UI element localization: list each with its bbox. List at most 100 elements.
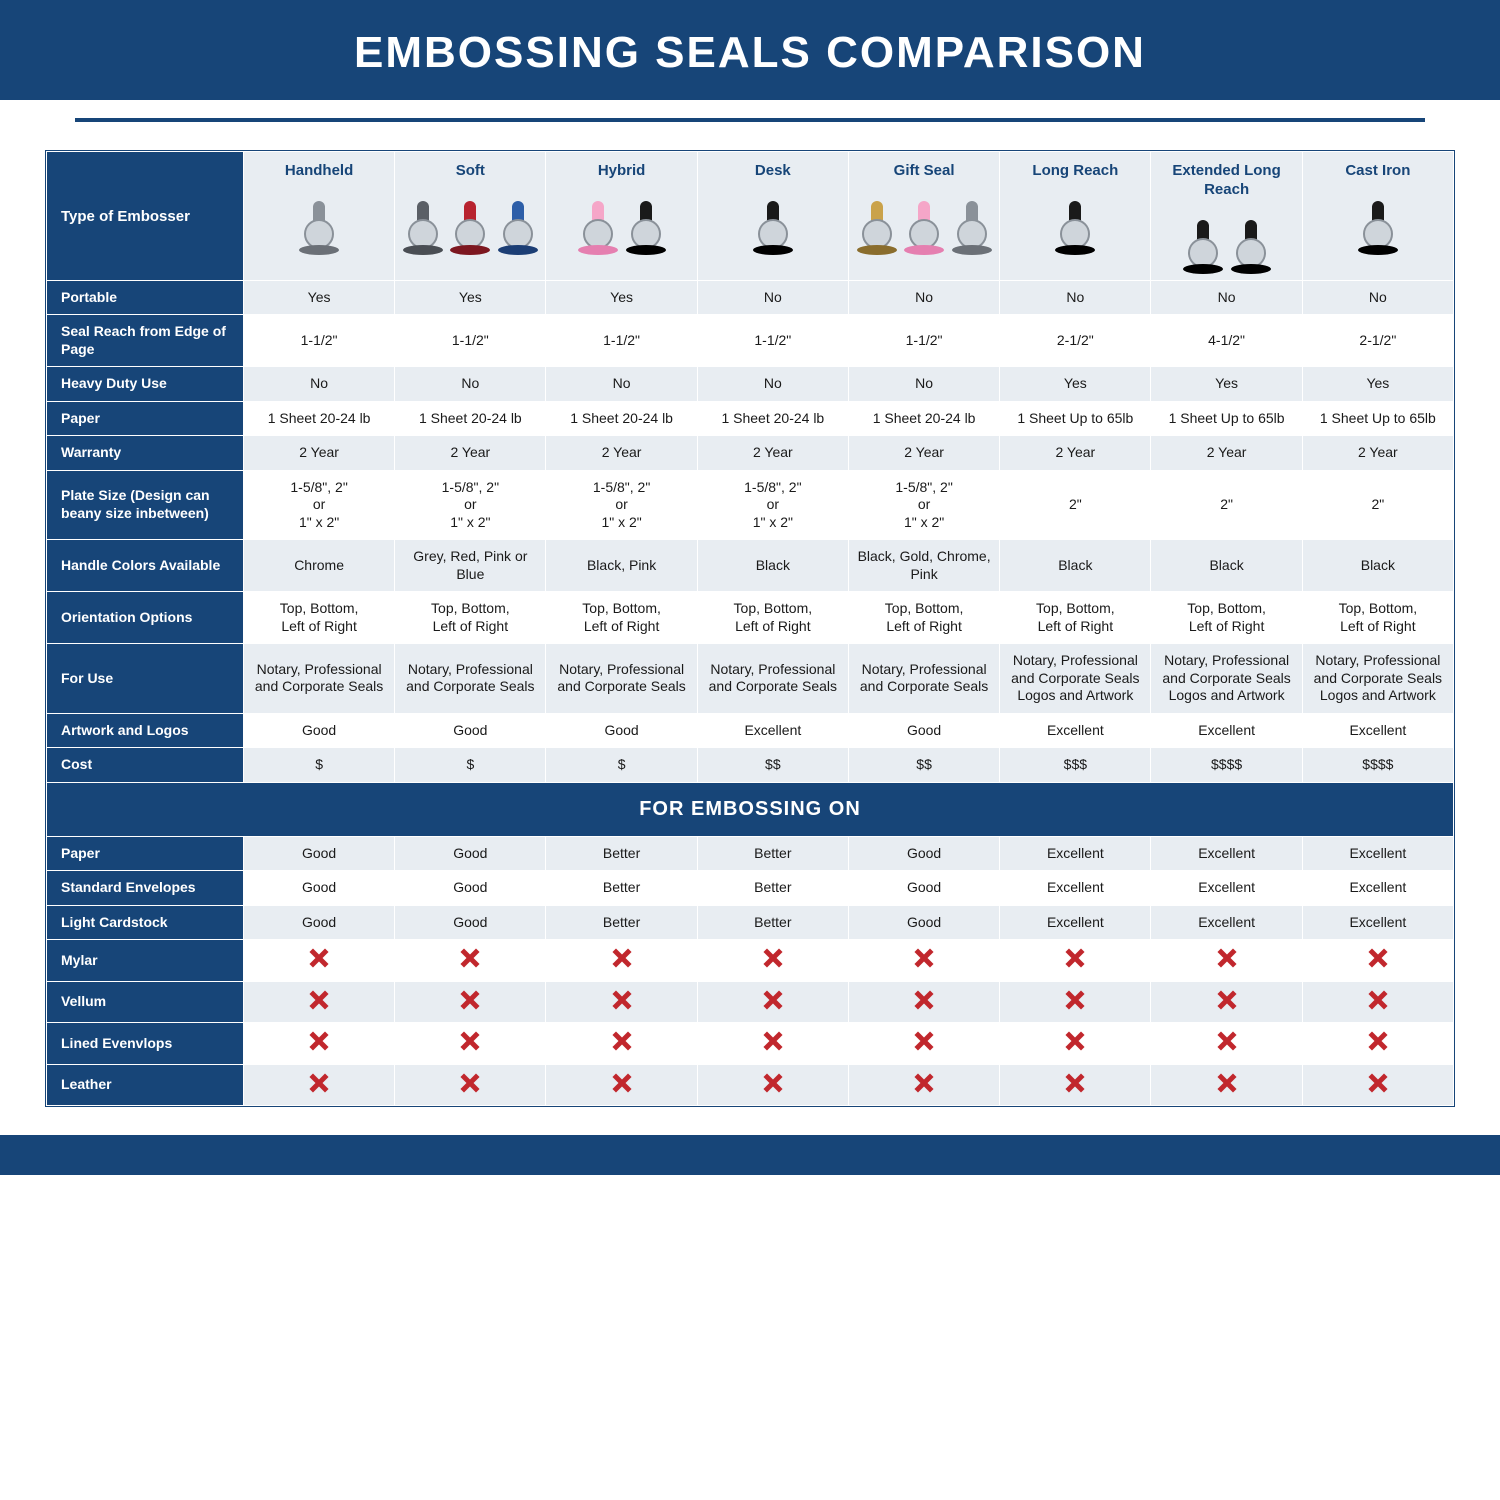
x-icon — [309, 1031, 329, 1051]
table-cell: Better — [546, 871, 697, 906]
table-cell — [243, 940, 394, 982]
embosser-icon — [401, 201, 444, 255]
table-cell: Yes — [1302, 367, 1453, 402]
table-cell — [243, 1064, 394, 1106]
table-cell: Excellent — [1302, 713, 1453, 748]
table-cell: Excellent — [1000, 905, 1151, 940]
table-cell: Notary, Professional and Corporate Seals… — [1302, 644, 1453, 714]
table-cell: Good — [848, 836, 999, 871]
table-cell: No — [1302, 280, 1453, 315]
row-header-label: Type of Embosser — [47, 152, 244, 281]
x-icon — [460, 1031, 480, 1051]
table-cell: 2 Year — [1151, 436, 1302, 471]
table-cell: Top, Bottom, Left of Right — [395, 592, 546, 644]
x-icon — [1217, 1031, 1237, 1051]
table-row: Mylar — [47, 940, 1454, 982]
table-cell — [697, 1023, 848, 1065]
table-cell — [1000, 1064, 1151, 1106]
table-cell: Good — [243, 871, 394, 906]
table-cell: Black — [1151, 540, 1302, 592]
row-label: Warranty — [47, 436, 244, 471]
table-cell: Notary, Professional and Corporate Seals — [395, 644, 546, 714]
embosser-icon — [576, 201, 620, 255]
table-cell: Grey, Red, Pink or Blue — [395, 540, 546, 592]
table-cell: 1 Sheet 20-24 lb — [697, 401, 848, 436]
table-cell — [395, 981, 546, 1023]
table-cell: 1 Sheet 20-24 lb — [395, 401, 546, 436]
column-title: Gift Seal — [855, 162, 993, 181]
x-icon — [612, 1031, 632, 1051]
table-row: Leather — [47, 1064, 1454, 1106]
table-cell: Top, Bottom, Left of Right — [243, 592, 394, 644]
table-cell: Yes — [243, 280, 394, 315]
embosser-thumb — [1157, 204, 1295, 274]
table-cell: No — [395, 367, 546, 402]
table-cell: $$$$ — [1151, 748, 1302, 783]
column-header: Long Reach — [1000, 152, 1151, 281]
table-cell: Black — [697, 540, 848, 592]
table-header-row: Type of Embosser HandheldSoftHybridDeskG… — [47, 152, 1454, 281]
table-cell: Top, Bottom, Left of Right — [1000, 592, 1151, 644]
table-cell: No — [1000, 280, 1151, 315]
table-cell: Good — [848, 905, 999, 940]
table-cell — [243, 981, 394, 1023]
x-icon — [763, 1073, 783, 1093]
table-cell: 1-1/2" — [395, 315, 546, 367]
row-label: Mylar — [47, 940, 244, 982]
row-label: For Use — [47, 644, 244, 714]
table-row: PaperGoodGoodBetterBetterGoodExcellentEx… — [47, 836, 1454, 871]
table-cell — [1151, 940, 1302, 982]
table-cell: Better — [546, 905, 697, 940]
table-cell: $ — [546, 748, 697, 783]
table-row: Vellum — [47, 981, 1454, 1023]
table-cell: $$$ — [1000, 748, 1151, 783]
x-icon — [460, 948, 480, 968]
x-icon — [309, 990, 329, 1010]
table-cell: No — [697, 367, 848, 402]
table-cell — [395, 1023, 546, 1065]
x-icon — [612, 1073, 632, 1093]
row-label: Plate Size (Design can beany size inbetw… — [47, 470, 244, 540]
embosser-thumb — [704, 185, 842, 255]
table-row: Light CardstockGoodGoodBetterBetterGoodE… — [47, 905, 1454, 940]
page-title: EMBOSSING SEALS COMPARISON — [0, 28, 1500, 78]
title-bar: EMBOSSING SEALS COMPARISON — [0, 0, 1500, 100]
table-cell — [243, 1023, 394, 1065]
table-row: Paper1 Sheet 20-24 lb1 Sheet 20-24 lb1 S… — [47, 401, 1454, 436]
x-icon — [1368, 990, 1388, 1010]
table-cell: $$ — [697, 748, 848, 783]
row-label: Cost — [47, 748, 244, 783]
table-cell: Better — [697, 871, 848, 906]
table-cell: 2 Year — [395, 436, 546, 471]
table-cell: Good — [395, 713, 546, 748]
table-cell: 2 Year — [697, 436, 848, 471]
embosser-icon — [902, 201, 945, 255]
table-cell: 2" — [1302, 470, 1453, 540]
table-row: Orientation OptionsTop, Bottom, Left of … — [47, 592, 1454, 644]
x-icon — [763, 1031, 783, 1051]
table-cell: Better — [697, 905, 848, 940]
table-cell: Yes — [546, 280, 697, 315]
x-icon — [612, 948, 632, 968]
section-band-row: FOR EMBOSSING ON — [47, 782, 1454, 836]
table-cell: Excellent — [697, 713, 848, 748]
table-cell: Top, Bottom, Left of Right — [697, 592, 848, 644]
table-cell: Excellent — [1151, 871, 1302, 906]
table-cell — [1151, 1064, 1302, 1106]
table-cell: 1 Sheet 20-24 lb — [546, 401, 697, 436]
column-title: Handheld — [250, 162, 388, 181]
x-icon — [309, 948, 329, 968]
column-header: Gift Seal — [848, 152, 999, 281]
column-header: Extended Long Reach — [1151, 152, 1302, 281]
table-cell: 1-5/8", 2" or 1" x 2" — [697, 470, 848, 540]
x-icon — [763, 948, 783, 968]
table-cell: 2 Year — [1000, 436, 1151, 471]
table-cell — [546, 940, 697, 982]
column-title: Extended Long Reach — [1157, 162, 1295, 200]
table-cell — [1302, 1023, 1453, 1065]
row-label: Light Cardstock — [47, 905, 244, 940]
embosser-icon — [624, 201, 668, 255]
embosser-thumb — [552, 185, 690, 255]
x-icon — [460, 990, 480, 1010]
table-cell — [697, 981, 848, 1023]
